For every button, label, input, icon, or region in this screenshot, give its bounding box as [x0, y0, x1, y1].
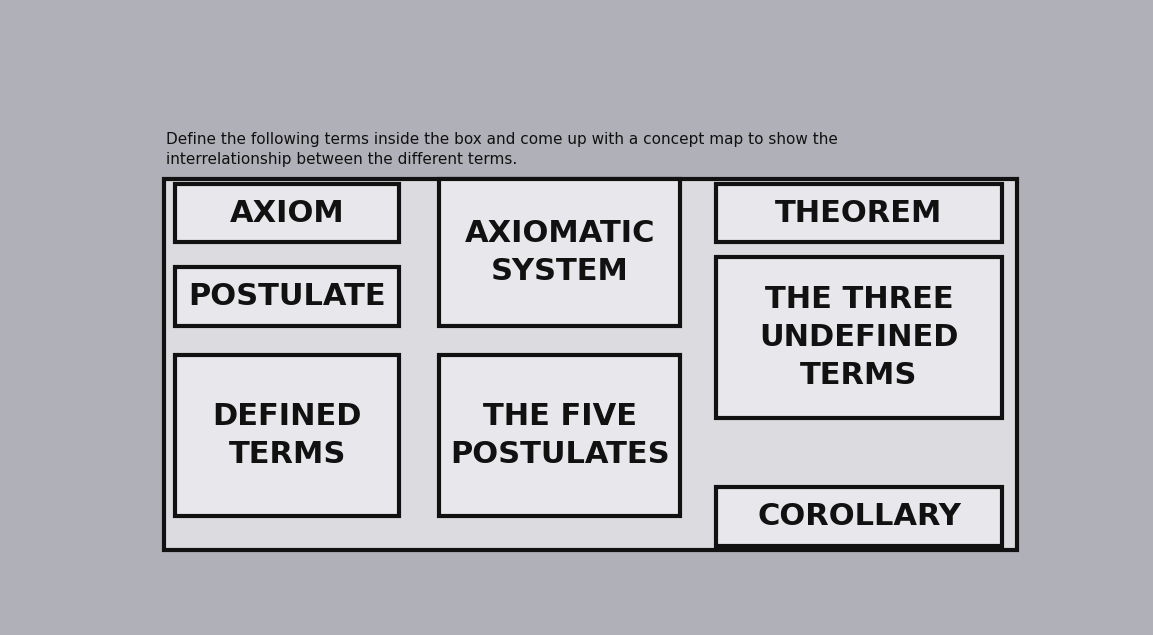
FancyBboxPatch shape: [439, 355, 680, 516]
Text: interrelationship between the different terms.: interrelationship between the different …: [166, 152, 518, 166]
FancyBboxPatch shape: [716, 257, 1002, 418]
Text: THE FIVE
POSTULATES: THE FIVE POSTULATES: [450, 402, 670, 469]
Text: AXIOM: AXIOM: [229, 199, 345, 227]
FancyBboxPatch shape: [716, 487, 1002, 545]
FancyBboxPatch shape: [175, 184, 399, 243]
FancyBboxPatch shape: [175, 355, 399, 516]
FancyBboxPatch shape: [716, 184, 1002, 243]
Text: THEOREM: THEOREM: [775, 199, 943, 227]
Text: DEFINED
TERMS: DEFINED TERMS: [212, 402, 362, 469]
FancyBboxPatch shape: [439, 179, 680, 326]
Text: AXIOMATIC
SYSTEM: AXIOMATIC SYSTEM: [465, 218, 655, 286]
Text: Define the following terms inside the box and come up with a concept map to show: Define the following terms inside the bo…: [166, 132, 838, 147]
FancyBboxPatch shape: [175, 267, 399, 326]
Text: COROLLARY: COROLLARY: [758, 502, 960, 531]
Text: THE THREE
UNDEFINED
TERMS: THE THREE UNDEFINED TERMS: [759, 285, 959, 391]
Text: POSTULATE: POSTULATE: [188, 282, 386, 311]
FancyBboxPatch shape: [164, 179, 1017, 551]
